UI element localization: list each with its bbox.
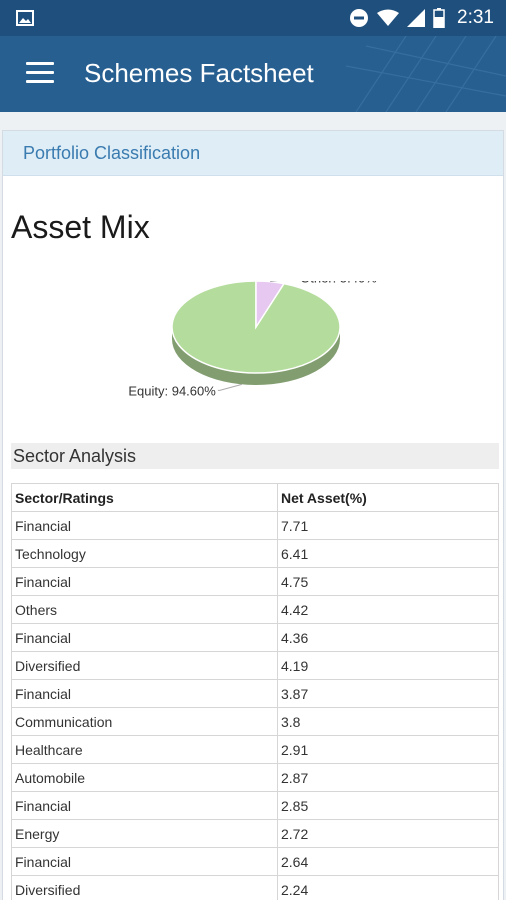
table-row: Financial 4.36 bbox=[11, 623, 499, 652]
net-asset-cell: 2.91 bbox=[277, 735, 499, 764]
sector-cell: Financial bbox=[11, 567, 278, 596]
status-bar: 2:31 bbox=[0, 0, 506, 36]
app-bar-decoration bbox=[346, 36, 506, 112]
table-row: Others 4.42 bbox=[11, 595, 499, 624]
section-header-title: Portfolio Classification bbox=[23, 142, 201, 163]
section-header[interactable]: Portfolio Classification bbox=[3, 131, 503, 176]
net-asset-cell: 4.75 bbox=[277, 567, 499, 596]
asset-mix-pie-chart: Equity: 94.60% Other: 5.40% bbox=[128, 281, 377, 398]
table-row: Financial 2.64 bbox=[11, 847, 499, 876]
sector-cell: Communication bbox=[11, 707, 278, 736]
sector-cell: Automobile bbox=[11, 763, 278, 792]
sector-cell: Technology bbox=[11, 539, 278, 568]
column-header-sector: Sector/Ratings bbox=[11, 483, 278, 512]
pie-side bbox=[172, 327, 340, 385]
sector-cell: Financial bbox=[11, 791, 278, 820]
net-asset-cell: 2.24 bbox=[277, 875, 499, 900]
menu-icon-bar bbox=[26, 62, 54, 65]
menu-button[interactable] bbox=[26, 62, 54, 86]
sector-cell: Diversified bbox=[11, 651, 278, 680]
column-header-net-asset: Net Asset(%) bbox=[277, 483, 499, 512]
net-asset-cell: 2.72 bbox=[277, 819, 499, 848]
net-asset-cell: 4.36 bbox=[277, 623, 499, 652]
do-not-disturb-icon bbox=[350, 9, 369, 27]
app-bar: Schemes Factsheet bbox=[0, 36, 506, 112]
menu-icon-bar bbox=[26, 80, 54, 83]
table-row: Diversified 4.19 bbox=[11, 651, 499, 680]
image-icon bbox=[16, 10, 34, 26]
net-asset-cell: 4.42 bbox=[277, 595, 499, 624]
net-asset-cell: 2.64 bbox=[277, 847, 499, 876]
status-time: 2:31 bbox=[457, 7, 494, 28]
asset-mix-title: Asset Mix bbox=[11, 209, 150, 245]
pie-label-equity: Equity: 94.60% bbox=[128, 383, 216, 398]
net-asset-cell: 3.87 bbox=[277, 679, 499, 708]
app-title: Schemes Factsheet bbox=[84, 58, 314, 88]
wifi-icon bbox=[377, 9, 400, 26]
table-row: Healthcare 2.91 bbox=[11, 735, 499, 764]
status-icons: 2:31 bbox=[349, 6, 494, 30]
sector-analysis-header: Sector Analysis bbox=[11, 443, 499, 469]
net-asset-cell: 4.19 bbox=[277, 651, 499, 680]
pie-label-other: Other: 5.40% bbox=[300, 281, 377, 286]
table-row: Financial 7.71 bbox=[11, 511, 499, 540]
table-row: Diversified 2.24 bbox=[11, 875, 499, 900]
sector-cell: Financial bbox=[11, 679, 278, 708]
sector-cell: Energy bbox=[11, 819, 278, 848]
table-row: Financial 4.75 bbox=[11, 567, 499, 596]
table-row: Financial 3.87 bbox=[11, 679, 499, 708]
table-row: Automobile 2.87 bbox=[11, 763, 499, 792]
table-row: Communication 3.8 bbox=[11, 707, 499, 736]
table-row: Energy 2.72 bbox=[11, 819, 499, 848]
sector-analysis-title: Sector Analysis bbox=[13, 445, 137, 466]
signal-icon bbox=[407, 9, 426, 27]
sector-cell: Diversified bbox=[11, 875, 278, 900]
content-area: Portfolio Classification Asset Mix Equit… bbox=[0, 112, 506, 900]
battery-icon bbox=[433, 8, 445, 28]
sector-table-body: Financial 7.71 Technology 6.41 Financial 4.75… bbox=[11, 511, 499, 900]
portfolio-card: Portfolio Classification Asset Mix Equit… bbox=[2, 130, 504, 900]
pie-label-leader bbox=[217, 383, 242, 391]
net-asset-cell: 2.85 bbox=[277, 791, 499, 820]
net-asset-cell: 3.8 bbox=[277, 707, 499, 736]
sector-cell: Healthcare bbox=[11, 735, 278, 764]
sector-table: Sector/Ratings Net Asset(%) Financial 7.7… bbox=[11, 483, 499, 900]
net-asset-cell: 7.71 bbox=[277, 511, 499, 540]
table-row: Financial 2.85 bbox=[11, 791, 499, 820]
net-asset-cell: 6.41 bbox=[277, 539, 499, 568]
sector-cell: Others bbox=[11, 595, 278, 624]
table-header-row: Sector/Ratings Net Asset(%) bbox=[11, 483, 499, 512]
sector-cell: Financial bbox=[11, 847, 278, 876]
sector-cell: Financial bbox=[11, 511, 278, 540]
menu-icon-bar bbox=[26, 71, 54, 74]
sector-cell: Financial bbox=[11, 623, 278, 652]
table-row: Technology 6.41 bbox=[11, 539, 499, 568]
net-asset-cell: 2.87 bbox=[277, 763, 499, 792]
